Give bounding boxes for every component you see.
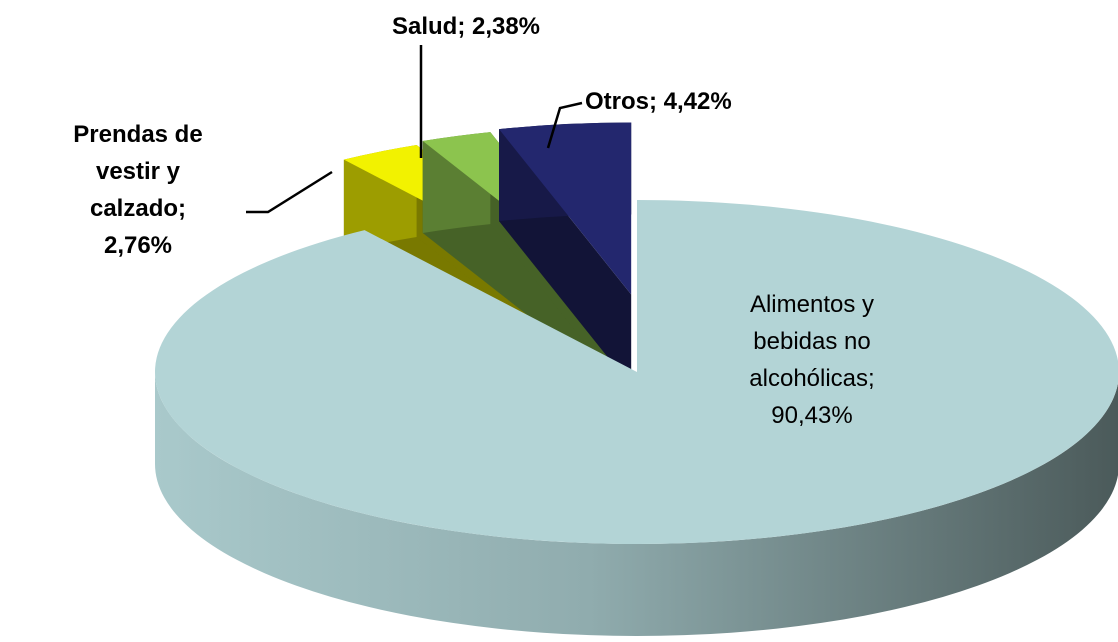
data-label: Prendas de vestir y calzado; 2,76% <box>73 121 202 259</box>
slice <box>155 200 1118 636</box>
label-line: calzado; <box>90 195 186 222</box>
data-label: Otros; 4,42% <box>585 88 732 115</box>
label-line: 2,76% <box>104 232 172 259</box>
data-label: Alimentos y bebidas no alcohólicas; 90,43% <box>749 291 874 429</box>
data-label: Salud; 2,38% <box>392 13 540 40</box>
leader-line <box>246 170 333 214</box>
label-line: alcohólicas; <box>749 365 874 392</box>
label-line: Alimentos y <box>750 291 874 318</box>
pie <box>155 122 1118 636</box>
slice-side <box>155 372 1118 636</box>
label-line: Otros; 4,42% <box>585 88 732 115</box>
label-line: bebidas no <box>753 328 870 355</box>
label-line: vestir y <box>96 158 181 185</box>
label-line: Salud; 2,38% <box>392 13 540 40</box>
label-line: Prendas de <box>73 121 202 148</box>
slice <box>499 122 632 387</box>
label-line: 90,43% <box>771 402 852 429</box>
labels: Alimentos y bebidas no alcohólicas; 90,43% P… <box>73 13 874 429</box>
slice-top <box>155 200 1118 544</box>
leader-line <box>546 101 583 149</box>
slice-top <box>499 122 632 295</box>
